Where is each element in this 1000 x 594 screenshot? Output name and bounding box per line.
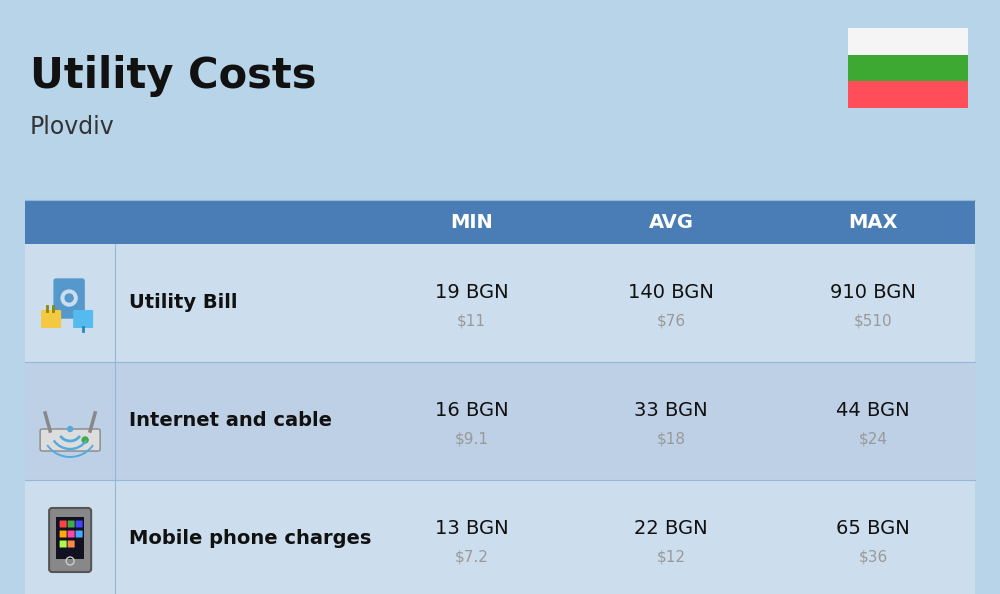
Text: $36: $36 — [858, 549, 888, 564]
FancyBboxPatch shape — [40, 429, 100, 451]
Bar — [848, 55, 968, 81]
FancyBboxPatch shape — [68, 520, 75, 527]
Text: Plovdiv: Plovdiv — [30, 115, 115, 139]
Bar — [25, 480, 975, 594]
Bar — [25, 200, 975, 244]
Text: Utility Bill: Utility Bill — [129, 293, 238, 312]
Text: 65 BGN: 65 BGN — [836, 520, 910, 539]
Bar — [25, 362, 975, 480]
Text: 140 BGN: 140 BGN — [628, 283, 714, 302]
Bar — [25, 244, 975, 362]
FancyBboxPatch shape — [60, 530, 67, 538]
Text: 19 BGN: 19 BGN — [435, 283, 508, 302]
Text: Utility Costs: Utility Costs — [30, 55, 316, 97]
FancyBboxPatch shape — [76, 530, 83, 538]
FancyBboxPatch shape — [68, 530, 75, 538]
Text: AVG: AVG — [648, 213, 694, 232]
Text: $11: $11 — [457, 314, 486, 328]
Circle shape — [68, 426, 73, 431]
Text: 22 BGN: 22 BGN — [634, 520, 708, 539]
FancyBboxPatch shape — [76, 520, 83, 527]
Text: $76: $76 — [656, 314, 686, 328]
Text: MIN: MIN — [450, 213, 493, 232]
Bar — [848, 81, 968, 108]
Text: $510: $510 — [854, 314, 892, 328]
Circle shape — [61, 290, 77, 306]
Text: 910 BGN: 910 BGN — [830, 283, 916, 302]
Text: $18: $18 — [656, 431, 686, 447]
FancyBboxPatch shape — [73, 310, 93, 328]
Text: $24: $24 — [858, 431, 887, 447]
FancyBboxPatch shape — [56, 517, 84, 559]
FancyBboxPatch shape — [60, 541, 67, 548]
Text: MAX: MAX — [848, 213, 898, 232]
FancyBboxPatch shape — [54, 279, 84, 318]
Bar — [848, 28, 968, 55]
Text: $12: $12 — [656, 549, 686, 564]
FancyBboxPatch shape — [68, 541, 75, 548]
Text: $9.1: $9.1 — [454, 431, 488, 447]
Text: 16 BGN: 16 BGN — [435, 402, 508, 421]
Text: 33 BGN: 33 BGN — [634, 402, 708, 421]
Text: 13 BGN: 13 BGN — [435, 520, 508, 539]
Circle shape — [65, 294, 73, 302]
FancyBboxPatch shape — [49, 508, 91, 572]
Text: 44 BGN: 44 BGN — [836, 402, 910, 421]
FancyBboxPatch shape — [60, 520, 67, 527]
Circle shape — [82, 437, 88, 443]
Text: $7.2: $7.2 — [455, 549, 488, 564]
Text: Mobile phone charges: Mobile phone charges — [129, 529, 372, 548]
FancyBboxPatch shape — [41, 310, 61, 328]
Text: Internet and cable: Internet and cable — [129, 412, 332, 431]
